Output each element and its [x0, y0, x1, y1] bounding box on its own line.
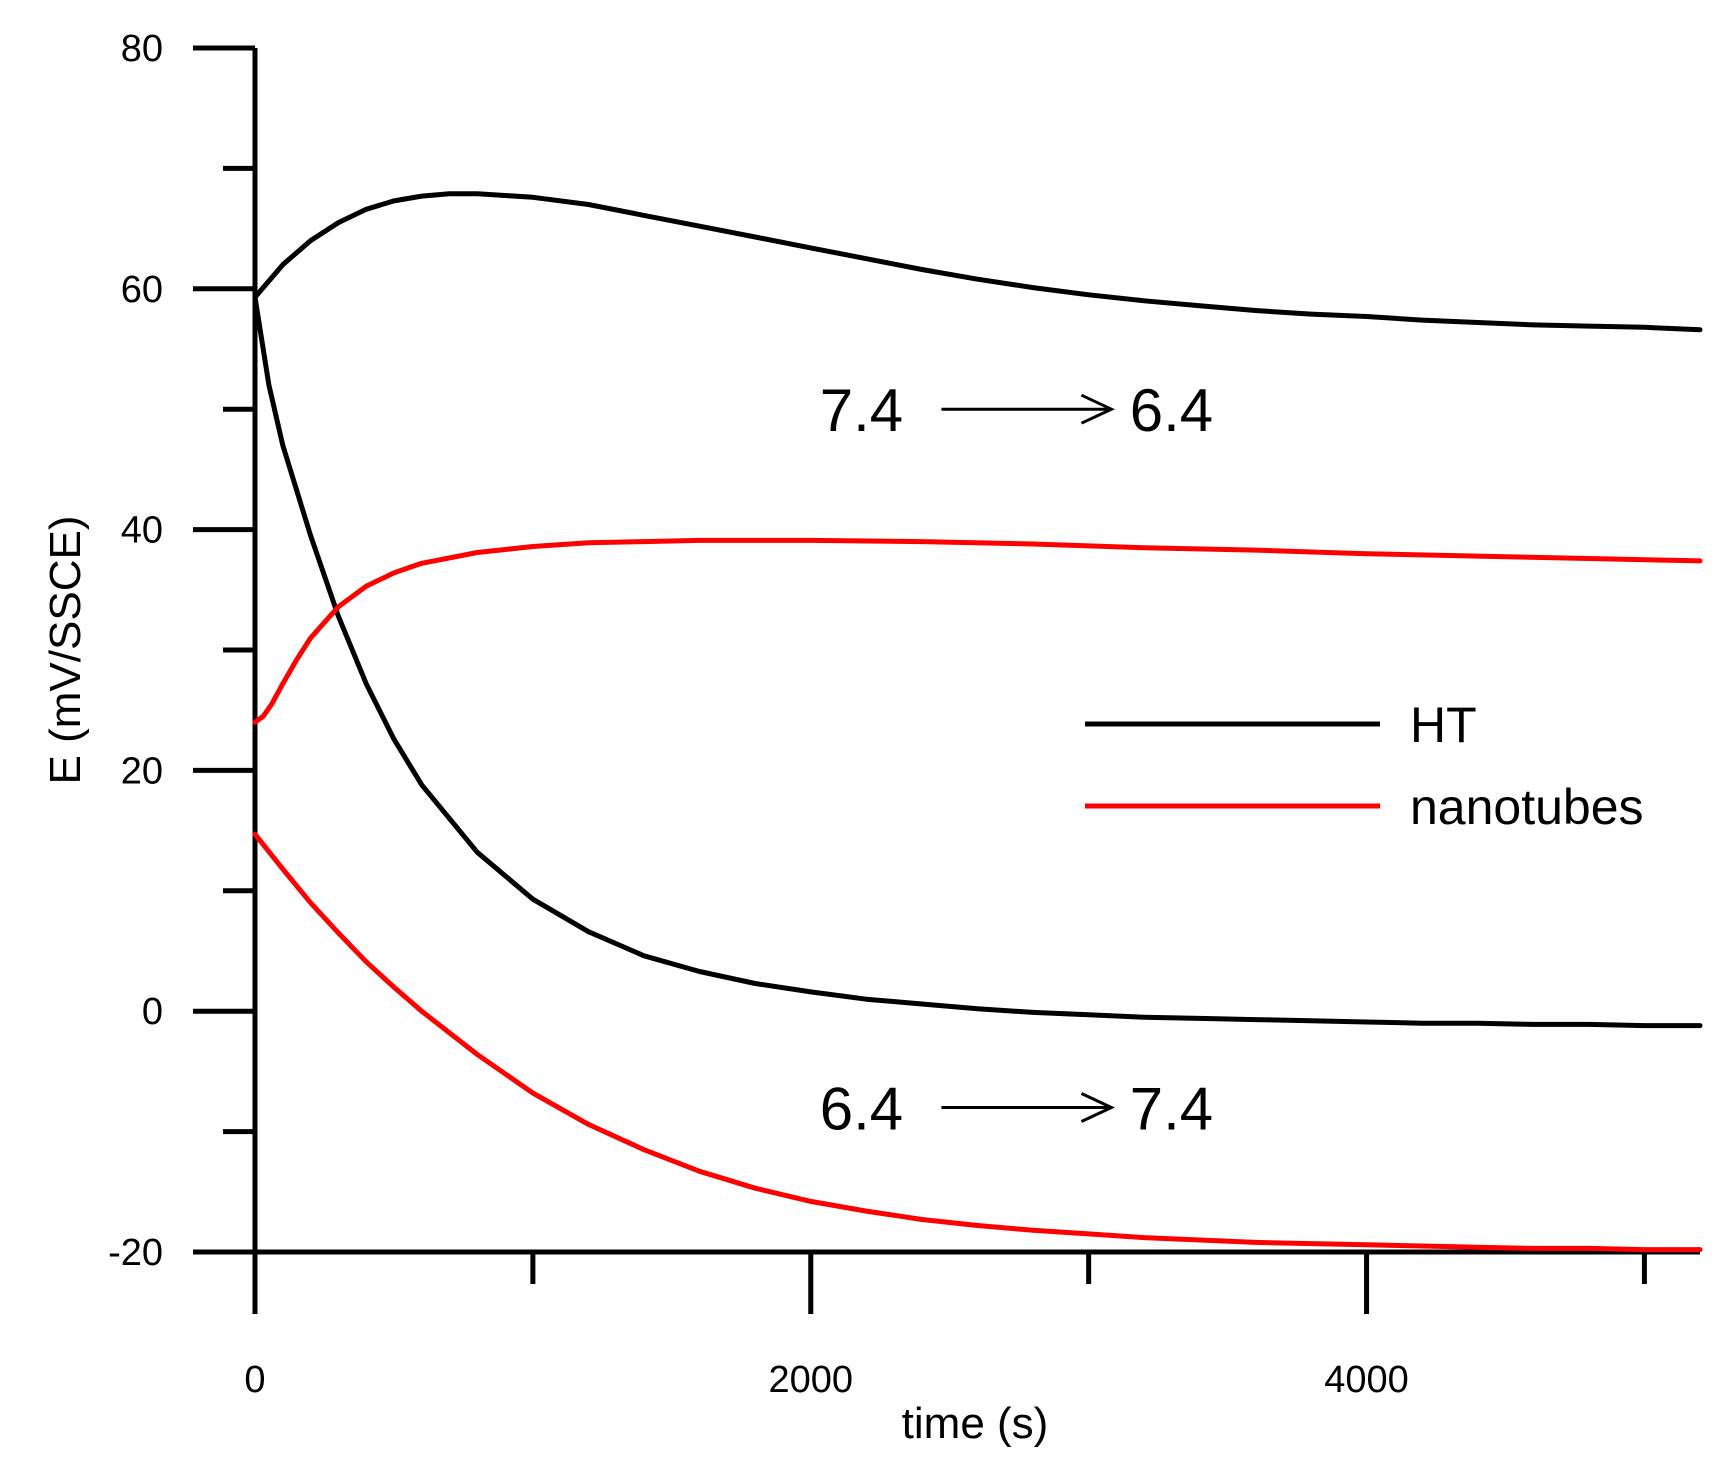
annotation-from-label: 6.4 [820, 1076, 903, 1143]
y-tick-label: 0 [142, 991, 163, 1033]
axes: -20 0 20 40 60 80 0 2000 4000 time (s) E (mV/SSCE) [41, 28, 1700, 1448]
annotation-from-label: 7.4 [820, 377, 903, 444]
x-tick-label: 2000 [768, 1359, 853, 1401]
annotation-to-label: 6.4 [1130, 377, 1213, 444]
y-tick-label: 80 [121, 28, 163, 70]
annotations: 7.4 6.4 6.4 7.4 [820, 377, 1213, 1142]
annotation-arrow-head [1080, 393, 1115, 425]
x-tick-label: 4000 [1324, 1359, 1409, 1401]
series-line-1 [252, 294, 1703, 1029]
y-tick-label: -20 [108, 1232, 163, 1274]
legend-item-0: HT [1085, 697, 1477, 753]
series-line-0 [252, 191, 1703, 333]
annotation-0: 7.4 6.4 [820, 377, 1213, 444]
series-line-2 [252, 537, 1703, 725]
legend: HT nanotubes [1085, 697, 1644, 835]
x-axis-title: time (s) [902, 1399, 1049, 1448]
annotation-to-label: 7.4 [1130, 1076, 1213, 1143]
x-tick-label: 0 [244, 1359, 265, 1401]
legend-label: nanotubes [1410, 779, 1644, 835]
y-tick-label: 40 [121, 510, 163, 552]
annotation-arrow-head [1080, 1092, 1115, 1123]
y-tick-label: 60 [121, 269, 163, 311]
annotation-1: 6.4 7.4 [820, 1076, 1213, 1143]
y-axis-title: E (mV/SSCE) [41, 516, 90, 785]
y-tick-label: 20 [121, 750, 163, 792]
series-line-3 [252, 831, 1703, 1253]
series-group [252, 191, 1703, 1253]
legend-item-1: nanotubes [1085, 779, 1644, 835]
legend-label: HT [1410, 697, 1477, 753]
